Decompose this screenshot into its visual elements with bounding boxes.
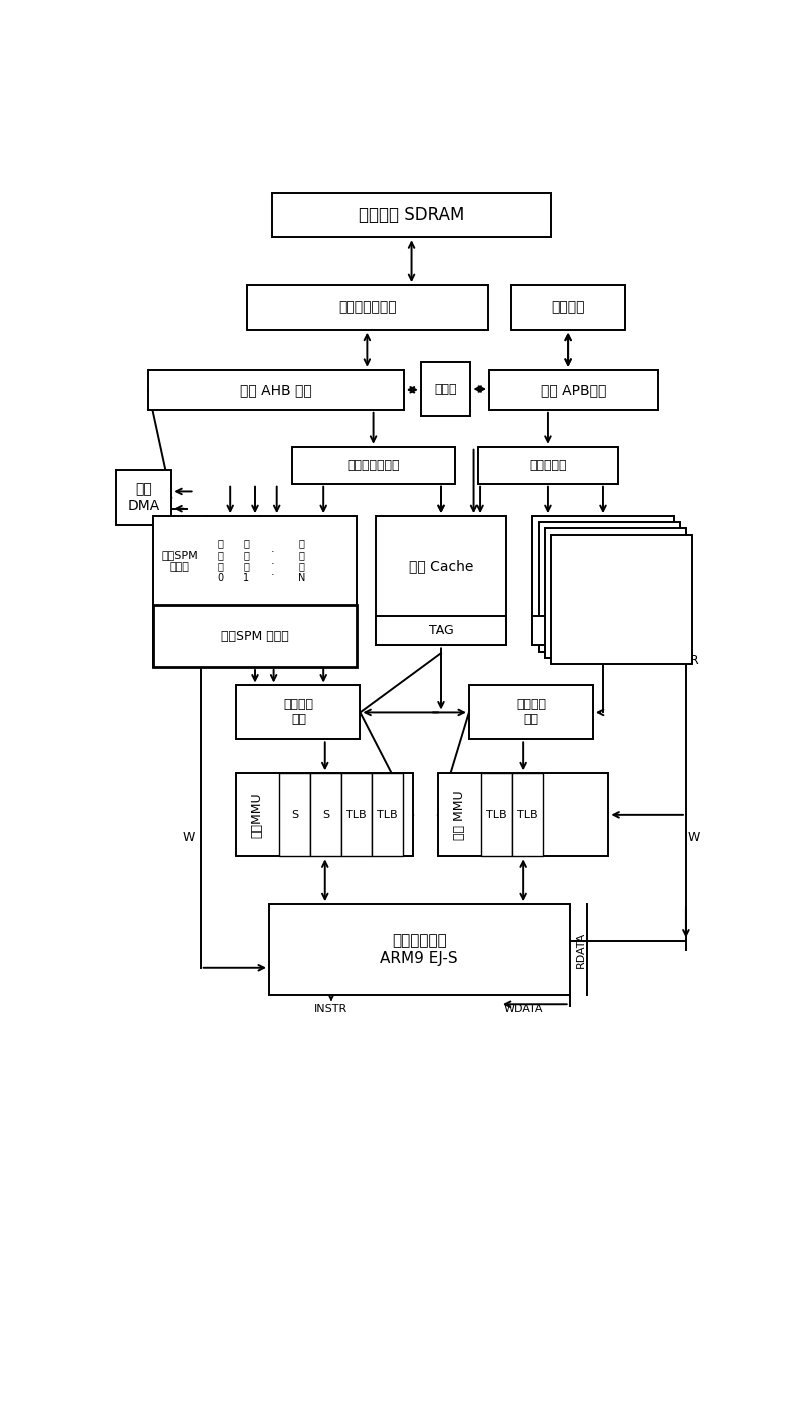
Bar [372, 773, 403, 857]
Bar [148, 369, 404, 409]
Text: 专用
DMA: 专用 DMA [127, 482, 159, 513]
Bar [478, 446, 618, 483]
Text: .
.
.: . . . [271, 545, 274, 578]
Bar [341, 773, 372, 857]
Text: 指令 Cache: 指令 Cache [409, 559, 473, 573]
Bar [272, 193, 551, 237]
Text: W: W [182, 831, 194, 844]
Bar [376, 516, 506, 646]
Text: 虚
存
页
N: 虚 存 页 N [298, 539, 305, 583]
Text: INSTR: INSTR [314, 1004, 347, 1014]
Text: TAG: TAG [429, 625, 454, 637]
Text: 数据 Cache: 数据 Cache [570, 559, 635, 573]
Text: TAG: TAG [590, 625, 615, 637]
Text: 片外 APB总线: 片外 APB总线 [541, 382, 606, 396]
Bar [237, 686, 360, 739]
Text: 总线桥: 总线桥 [434, 382, 457, 395]
Bar [376, 616, 506, 646]
Bar [481, 773, 511, 857]
Bar [153, 516, 358, 667]
Bar [421, 362, 470, 416]
Text: RDATA: RDATA [575, 931, 586, 968]
Bar [510, 285, 626, 329]
Bar [489, 369, 658, 409]
Text: 指令SPM 控制器: 指令SPM 控制器 [221, 630, 289, 643]
Text: 外存控制 SDRAM: 外存控制 SDRAM [359, 205, 464, 224]
Text: 片内 AHB 总线: 片内 AHB 总线 [240, 382, 312, 396]
Text: 中断控制器: 中断控制器 [530, 459, 566, 472]
Bar [237, 773, 413, 857]
Bar [533, 616, 674, 646]
Text: S: S [322, 810, 329, 820]
Text: W: W [687, 831, 700, 844]
Text: TLB: TLB [486, 810, 506, 820]
Text: 端口控制器接口: 端口控制器接口 [347, 459, 400, 472]
Bar [438, 773, 609, 857]
Bar [247, 285, 487, 329]
Text: TLB: TLB [378, 810, 398, 820]
Text: 虚
存
页
0: 虚 存 页 0 [217, 539, 223, 583]
Text: 数据 MMU: 数据 MMU [453, 790, 466, 840]
Text: R: R [690, 655, 698, 667]
Text: TLB: TLB [346, 810, 367, 820]
Bar [115, 471, 171, 525]
Bar [551, 535, 692, 665]
Text: S: S [291, 810, 298, 820]
Text: 数据部分
路由: 数据部分 路由 [516, 699, 546, 726]
Bar [469, 686, 593, 739]
Text: 导入控制: 导入控制 [551, 301, 585, 314]
Text: 指令MMU: 指令MMU [250, 791, 263, 837]
Bar [310, 773, 341, 857]
Bar [538, 522, 680, 652]
Bar [153, 606, 358, 667]
Bar [511, 773, 542, 857]
Bar [279, 773, 310, 857]
Bar [269, 904, 570, 995]
Text: WDATA: WDATA [503, 1004, 543, 1014]
Text: 内存控制器接口: 内存控制器接口 [338, 301, 397, 314]
Text: TLB: TLB [517, 810, 538, 820]
Bar [545, 529, 686, 657]
Text: 指令SPM
存储器: 指令SPM 存储器 [162, 550, 198, 572]
Text: 虚
存
页
1: 虚 存 页 1 [243, 539, 250, 583]
Text: 指令部分
路由: 指令部分 路由 [283, 699, 314, 726]
Bar [292, 446, 455, 483]
Bar [533, 516, 674, 646]
Text: 微处理器内核
ARM9 EJ-S: 微处理器内核 ARM9 EJ-S [381, 934, 458, 965]
